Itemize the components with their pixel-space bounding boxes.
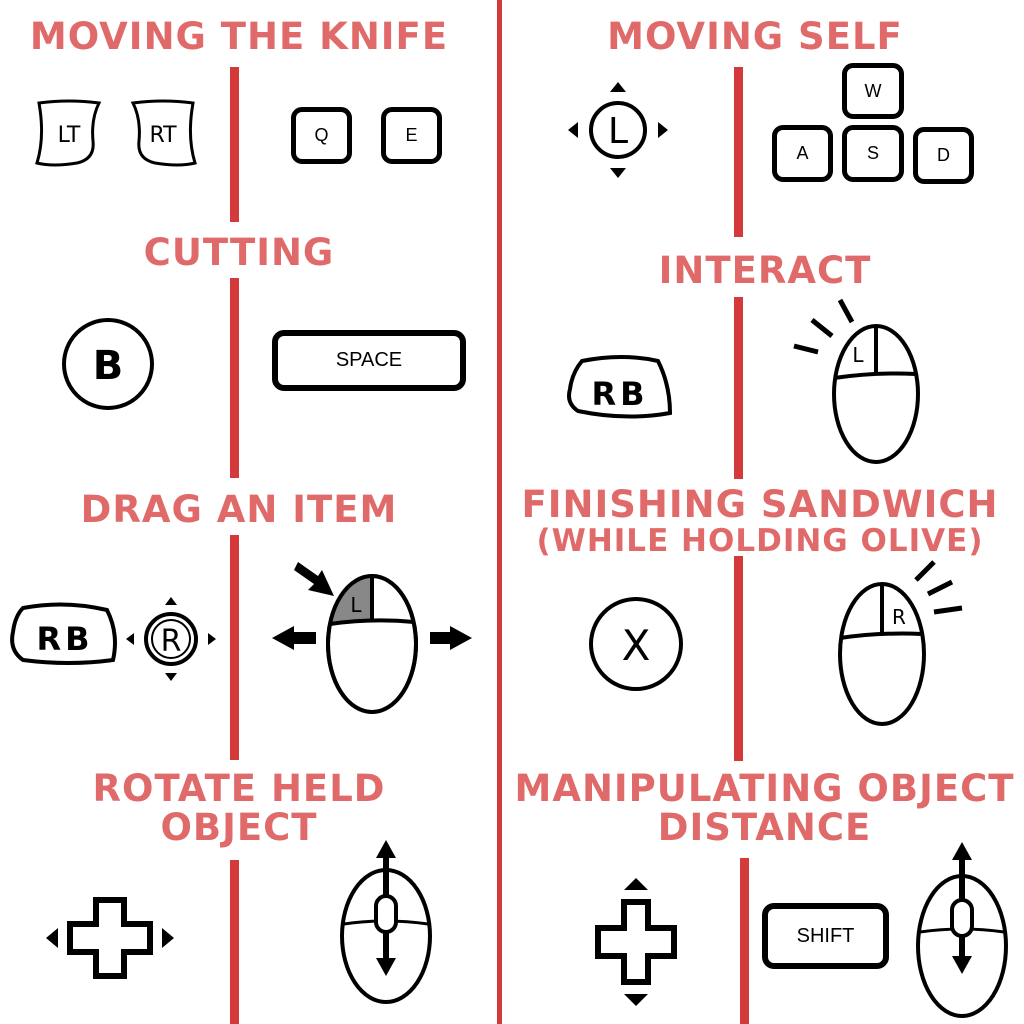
section-title-moving-self: MOVING SELF bbox=[607, 15, 903, 58]
divider-moving-knife bbox=[230, 67, 239, 222]
scroll-wheel-icon bbox=[916, 842, 1010, 1022]
divider-finishing-sandwich bbox=[734, 556, 743, 761]
right-stick-icon: R bbox=[124, 596, 218, 682]
mouse-drag-icon: L bbox=[272, 556, 476, 716]
b-button-icon: B bbox=[61, 317, 155, 411]
x-button-icon: X bbox=[587, 597, 685, 691]
lt-label: LT bbox=[58, 123, 81, 148]
d-pad-up-down-icon bbox=[594, 876, 678, 1008]
key-space: SPACE bbox=[272, 330, 466, 391]
rt-label: RT bbox=[149, 123, 177, 148]
section-title-finishing-sandwich: FINISHING SANDWICH (WHILE HOLDING OLIVE) bbox=[521, 483, 999, 559]
b-button-label: B bbox=[93, 343, 124, 389]
key-e: E bbox=[381, 107, 442, 164]
divider-cutting bbox=[230, 278, 239, 478]
center-divider bbox=[497, 0, 502, 1024]
mouse-right-click-icon: R bbox=[836, 558, 968, 730]
section-title-drag-item: DRAG AN ITEM bbox=[80, 488, 398, 531]
mouse-left-label: L bbox=[350, 593, 362, 617]
right-bumper-icon: RB bbox=[566, 355, 674, 421]
rb-label: RB bbox=[591, 375, 648, 413]
key-q: Q bbox=[291, 107, 352, 164]
divider-drag-item bbox=[230, 535, 239, 760]
section-title-rotate-held: ROTATE HELD OBJECT bbox=[92, 767, 386, 849]
left-trigger-icon: LT bbox=[33, 97, 105, 169]
section-title-object-distance: MANIPULATING OBJECT DISTANCE bbox=[514, 767, 1015, 849]
rb-label: RB bbox=[36, 620, 93, 658]
divider-object-distance bbox=[740, 858, 749, 1024]
key-w: W bbox=[842, 63, 904, 119]
scroll-wheel-icon bbox=[340, 840, 434, 1016]
left-stick-icon: L bbox=[566, 80, 670, 180]
divider-moving-self bbox=[734, 67, 743, 237]
key-s: S bbox=[842, 125, 904, 182]
key-d: D bbox=[913, 127, 974, 184]
divider-interact bbox=[734, 297, 743, 479]
mouse-left-click-icon: L bbox=[790, 298, 930, 468]
section-title-cutting: CUTTING bbox=[143, 231, 335, 274]
left-stick-label: L bbox=[608, 111, 628, 152]
key-a: A bbox=[772, 125, 833, 182]
d-pad-left-right-icon bbox=[44, 896, 176, 980]
section-title-moving-knife: MOVING THE KNIFE bbox=[29, 15, 449, 58]
x-button-label: X bbox=[622, 621, 651, 670]
right-bumper-icon: RB bbox=[9, 602, 121, 666]
right-trigger-icon: RT bbox=[127, 97, 199, 169]
mouse-left-label: L bbox=[852, 343, 864, 367]
right-stick-label: R bbox=[161, 624, 182, 659]
mouse-right-label: R bbox=[892, 605, 906, 629]
section-title-interact: INTERACT bbox=[658, 249, 872, 292]
key-shift: SHIFT bbox=[762, 903, 889, 969]
divider-rotate-held bbox=[230, 860, 239, 1024]
